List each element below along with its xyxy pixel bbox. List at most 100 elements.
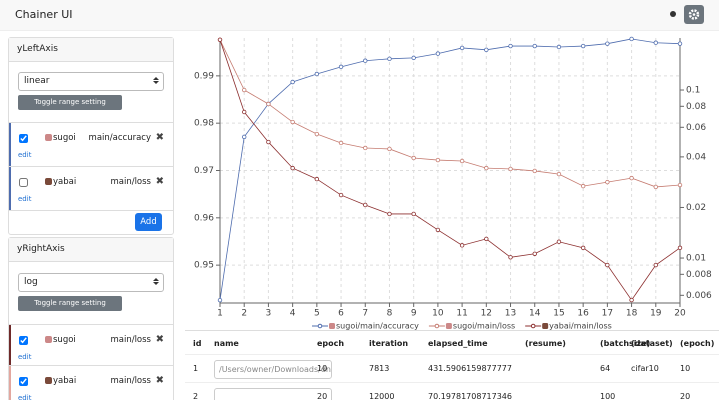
x-tick-label: 1 (217, 309, 223, 319)
checkbox[interactable] (19, 377, 28, 386)
data-point (484, 47, 489, 53)
series-line (219, 39, 681, 188)
chart: 1 2 3 4 5 6 7 8 9 10 11 12 13 14 15 16 17 18 19 200.950.960… (194, 36, 712, 331)
data-point (266, 139, 271, 145)
cell: 10 (317, 364, 328, 373)
scale-select[interactable]: log (18, 273, 164, 292)
data-point (363, 202, 368, 208)
y-tick-label: 0.98 (194, 119, 214, 129)
x-tick-label: 17 (602, 309, 613, 319)
row-color (9, 325, 11, 368)
remove-button[interactable]: ✖ (155, 176, 164, 187)
x-tick-label: 5 (314, 309, 320, 319)
toggle-button[interactable]: Toggle range setting (18, 95, 122, 110)
log-key: main/loss (110, 177, 151, 187)
x-tick-label: 18 (626, 309, 638, 319)
card-title: yRightAxis (9, 238, 173, 262)
data-point (338, 64, 344, 70)
edit-link[interactable]: edit (18, 353, 32, 361)
data-point (532, 43, 537, 49)
data-point (314, 71, 320, 77)
data-point (605, 41, 610, 46)
scale-select[interactable]: linear (18, 72, 164, 91)
data-point (484, 236, 489, 242)
x-tick-label: 20 (674, 309, 686, 319)
data-point (580, 183, 586, 189)
toggle-button[interactable]: Toggle range setting (18, 296, 122, 311)
data-point (435, 227, 441, 233)
name-input[interactable] (214, 388, 332, 400)
checkbox[interactable] (19, 336, 28, 345)
data-point (556, 171, 562, 177)
table-rule (185, 330, 719, 331)
x-tick-label: 10 (432, 309, 444, 319)
x-tick-label: 14 (529, 309, 541, 319)
cell: 10 (680, 364, 691, 373)
data-point (435, 157, 441, 163)
y2-tick-label: 0.008 (686, 270, 712, 280)
name-input[interactable]: /Users/owner/Downloads/dn (214, 360, 332, 379)
data-point (484, 165, 489, 171)
column-header: name (214, 339, 239, 348)
data-point (314, 131, 320, 137)
remove-button[interactable]: ✖ (155, 132, 164, 143)
x-tick-label: 15 (553, 309, 564, 319)
data-point (266, 101, 271, 107)
data-point (363, 58, 368, 63)
data-point (532, 168, 537, 174)
data-point (387, 211, 392, 217)
series-line (219, 38, 681, 301)
y2-tick-label: 0.1 (686, 86, 700, 96)
remove-button[interactable]: ✖ (155, 334, 164, 345)
legend-marker (434, 323, 440, 329)
settings-button[interactable] (684, 5, 704, 24)
remove-button[interactable]: ✖ (155, 375, 164, 386)
x-tick-label: 19 (650, 309, 662, 319)
data-point (217, 37, 223, 43)
data-point (242, 134, 247, 140)
data-point (605, 262, 610, 268)
edit-link[interactable]: edit (18, 151, 32, 159)
y2-tick-label: 0.02 (686, 203, 706, 213)
y2-tick-label: 0.06 (686, 123, 706, 133)
x-tick-label: 8 (387, 309, 393, 319)
add-button[interactable]: Add (135, 213, 162, 231)
line-row: sugoi main/accuracy ✖ edit (9, 122, 173, 166)
data-point (217, 297, 223, 303)
column-header: epoch (317, 339, 345, 348)
checkbox[interactable] (19, 178, 28, 187)
data-point (290, 79, 295, 85)
result-name: yabai (53, 376, 77, 386)
log-key: main/accuracy (88, 133, 151, 143)
result-name: yabai (53, 177, 77, 187)
line-row: yabai main/loss ✖ edit (9, 166, 173, 211)
cell: 20 (317, 392, 328, 400)
data-point (290, 165, 295, 171)
row-color (9, 366, 11, 400)
data-point (629, 175, 634, 181)
data-point (411, 55, 416, 61)
data-point (314, 176, 320, 182)
row-rule (185, 382, 719, 383)
legend-label: sugoi/main/loss (453, 322, 515, 331)
edit-link[interactable]: edit (18, 394, 32, 400)
cell: 7813 (369, 364, 390, 373)
data-point (508, 166, 513, 172)
brand[interactable]: Chainer UI (15, 8, 73, 21)
legend-icon (445, 323, 452, 329)
checkbox[interactable] (19, 134, 28, 143)
data-point (459, 243, 465, 248)
data-point (411, 155, 416, 161)
cell: 1 (193, 364, 199, 373)
column-header: elapsed_time (428, 339, 488, 348)
data-point (532, 251, 537, 256)
edit-link[interactable]: edit (18, 195, 32, 203)
data-point (677, 41, 683, 46)
cell: cifar10 (631, 364, 659, 373)
y2-tick-label: 0.006 (686, 291, 712, 301)
data-point (387, 56, 392, 62)
result-icon (45, 336, 52, 343)
data-point (677, 245, 683, 251)
data-point (677, 182, 683, 188)
